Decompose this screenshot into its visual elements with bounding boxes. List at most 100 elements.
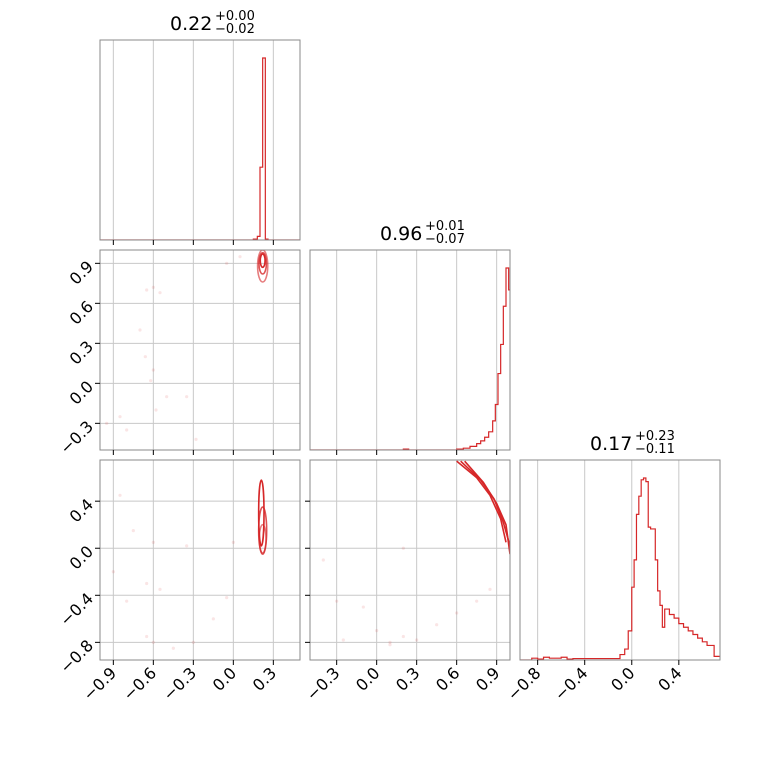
contour-1 [257,506,268,555]
x-tick-label: −0.3 [159,663,200,704]
scatter-point [151,640,155,644]
scatter-point [111,570,115,574]
scatter-point [388,643,392,647]
scatter-point [231,540,235,544]
contour-arc-2 [464,460,510,555]
panel-0-0 [99,39,301,245]
y-tick-label: −0.3 [56,417,97,458]
scatter-point [165,395,169,399]
x-tick-label: 0.6 [432,663,463,694]
x-tick-label: 0.0 [209,663,240,694]
x-tick-label: 0.4 [654,663,685,694]
x-tick-label: 0.3 [392,663,423,694]
contour-0 [259,253,266,269]
scatter-point [143,355,147,359]
scatter-point [118,493,122,497]
scatter-point [154,408,158,412]
x-tick-label: −0.8 [504,663,545,704]
y-tick-label: 0.0 [66,542,97,573]
y-tick-label: 0.0 [66,377,97,408]
scatter-point [191,640,195,644]
scatter-point [388,640,392,644]
contour-arc-0 [456,460,507,543]
x-tick-label: −0.9 [79,663,120,704]
scatter-point [118,415,122,419]
scatter-point [455,611,459,615]
scatter-point [131,528,135,533]
scatter-point [138,328,142,332]
panel-frame [99,39,301,241]
panel-frame [309,459,511,661]
y-tick-label: 0.6 [66,297,97,328]
y-tick-label: −0.8 [56,636,97,677]
scatter-point [151,540,155,544]
scatter-point [401,634,405,639]
scatter-point [475,599,479,603]
histogram-1 [310,267,510,450]
contour-arc-1 [460,460,510,547]
scatter-point [194,437,198,441]
panel-1-0 [95,249,301,455]
contour-2 [258,523,267,554]
y-tick-label: 0.4 [66,495,97,526]
title-plus-1: +0.01 [425,219,465,234]
scatter-point [158,291,162,295]
panel-title-0: 0.22 [170,13,212,35]
scatter-point [125,428,129,432]
scatter-point [488,587,492,592]
x-tick-label: 0.0 [352,663,383,694]
x-tick-label: −0.3 [303,663,344,704]
scatter-point [225,596,229,600]
scatter-point [341,638,345,642]
scatter-point [125,599,129,603]
scatter-point [145,634,149,639]
contour-2 [256,250,269,283]
scatter-point [158,587,162,592]
title-minus-0: −0.02 [215,22,255,37]
scatter-point [238,255,242,259]
x-tick-label: 0.0 [607,663,638,694]
scatter-point [361,605,365,609]
scatter-point [401,546,405,550]
scatter-point [185,544,189,548]
contour-1 [258,251,268,275]
panel-title-1: 0.96 [380,223,422,245]
scatter-point [145,288,149,292]
histogram-2 [520,477,720,660]
scatter-point [105,421,109,425]
panel-frame [519,459,721,661]
y-tick-label: −0.4 [56,589,97,630]
scatter-point [225,261,229,265]
histogram-0 [100,57,300,240]
x-tick-label: 0.3 [249,663,280,694]
panel-2-0 [95,459,301,665]
scatter-point [211,617,215,621]
scatter-point [321,558,325,562]
scatter-point [375,628,379,633]
title-plus-2: +0.23 [635,429,675,444]
y-tick-label: 0.9 [66,257,97,288]
x-tick-label: −0.6 [119,663,160,704]
scatter-point [145,581,149,586]
x-tick-label: −0.4 [551,663,592,704]
scatter-point [151,285,155,289]
scatter-point [149,379,153,383]
panel-frame [99,249,301,451]
title-minus-1: −0.07 [425,232,465,247]
panel-1-1 [309,249,511,455]
panel-title-2: 0.17 [590,433,632,455]
scatter-point [151,368,155,372]
x-tick-label: 0.9 [472,663,503,694]
scatter-point [185,395,189,399]
y-tick-label: 0.3 [66,337,97,368]
scatter-point [335,599,339,603]
panel-frame [99,459,301,661]
contour-0 [257,479,265,547]
scatter-point [171,646,175,650]
panel-2-2 [519,459,721,665]
panel-2-1 [305,459,511,665]
scatter-point [435,623,439,627]
scatter-point [415,638,419,642]
title-plus-0: +0.00 [215,9,255,24]
